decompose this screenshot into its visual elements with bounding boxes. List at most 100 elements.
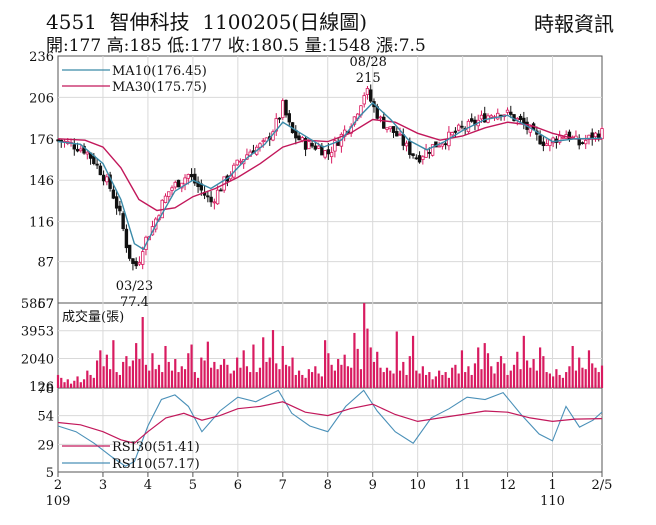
volume-bar (268, 357, 271, 388)
volume-bar (395, 331, 398, 388)
candle-body (209, 196, 213, 203)
volume-y-tick-label: 126 (29, 380, 54, 395)
volume-bar (118, 374, 121, 388)
volume-bar (356, 348, 359, 388)
volume-bar (431, 379, 434, 388)
candle-body (186, 174, 190, 179)
volume-bar (138, 359, 141, 388)
volume-bar (363, 303, 366, 388)
volume-bar (447, 377, 450, 388)
volume-bar (60, 377, 63, 388)
volume-bar (568, 366, 571, 388)
volume-bar (578, 357, 581, 388)
chart-title: 4551 智伸科技 1100205(日線圖) (46, 6, 367, 35)
volume-y-tick-label: 3953 (21, 325, 54, 340)
x-tick-label: 1 (548, 478, 556, 493)
candle-body (98, 165, 103, 176)
volume-bar (229, 373, 232, 388)
volume-bar (164, 345, 167, 388)
candle-body (85, 151, 90, 155)
volume-bar (79, 382, 82, 388)
volume-bar (63, 382, 66, 388)
chart-date: 1100205 (202, 10, 292, 34)
volume-bar (552, 376, 555, 388)
candle-body (56, 139, 60, 142)
candle-body (114, 196, 119, 209)
volume-bar (151, 353, 154, 388)
candle-body (378, 116, 383, 119)
x-tick-label: 4 (144, 478, 152, 493)
volume-bar (337, 359, 340, 388)
volume-bar (529, 367, 532, 388)
candle-body (382, 116, 386, 129)
volume-bar (82, 379, 86, 388)
volume-bar (89, 374, 92, 388)
candle-body (369, 89, 373, 102)
volume-bar (190, 344, 193, 388)
volume-bar (558, 374, 561, 388)
volume-bar (258, 367, 262, 388)
candle-body (388, 126, 392, 130)
volume-bar (464, 372, 467, 388)
candle-body (470, 118, 474, 122)
price-y-tick-label: 206 (29, 91, 54, 106)
chart-kind: (日線圖) (291, 10, 368, 34)
volume-bar (372, 361, 376, 388)
volume-bar (232, 370, 236, 388)
volume-bar (324, 340, 327, 388)
rsi10-line (57, 389, 603, 467)
candle-body (297, 135, 301, 141)
candle-body (505, 109, 510, 113)
candle-body (561, 136, 565, 139)
volume-bar (223, 359, 226, 388)
candle-body (496, 112, 500, 120)
ma10-line (57, 101, 603, 251)
price-y-tick-label: 236 (29, 50, 54, 65)
volume-bar (56, 374, 60, 388)
price-y-tick-label: 57 (37, 297, 54, 312)
volume-bar (411, 335, 415, 388)
volume-bar (196, 377, 200, 388)
volume-bar (516, 351, 519, 388)
high-date-annotation: 08/28 (349, 55, 386, 70)
volume-bar (180, 366, 183, 388)
candle-body (206, 195, 210, 198)
volume-bar (333, 370, 336, 388)
volume-bar (73, 380, 76, 388)
volume-bar (385, 367, 389, 388)
volume-bar (493, 373, 496, 388)
volume-bar (444, 372, 447, 388)
candle-body (538, 135, 542, 145)
candle-body (284, 99, 288, 116)
volume-bar (470, 374, 473, 388)
low-value-annotation: 77.4 (120, 295, 149, 310)
volume-bar (167, 361, 170, 388)
volume-bar (525, 360, 529, 388)
volume-bar (320, 376, 323, 388)
price-y-tick-label: 87 (37, 256, 54, 271)
volume-bar (591, 363, 594, 388)
volume-bar (102, 366, 105, 388)
volume-bar (314, 366, 317, 388)
volume-bar (304, 377, 307, 388)
quote-line: 開:177 高:185 低:177 收:180.5 量:1548 漲:7.5 (46, 31, 426, 56)
volume-bar (571, 345, 574, 388)
candle-body (303, 138, 308, 150)
candle-body (424, 149, 428, 158)
volume-bar (600, 365, 604, 388)
stock-name: 智伸科技 (109, 10, 190, 34)
volume-bar (441, 374, 444, 388)
volume-bar (366, 328, 369, 388)
volume-bar (477, 347, 480, 388)
candle-body (170, 187, 174, 191)
volume-bar (278, 369, 281, 388)
ma30-line (57, 118, 603, 212)
volume-bar (581, 367, 584, 388)
volume-bar (177, 372, 180, 388)
candle-body (235, 159, 239, 166)
price-y-tick-label: 116 (29, 216, 54, 231)
candle-body (427, 152, 432, 154)
volume-bar (561, 377, 565, 388)
volume-bar (148, 370, 151, 388)
candle-body (316, 145, 321, 149)
